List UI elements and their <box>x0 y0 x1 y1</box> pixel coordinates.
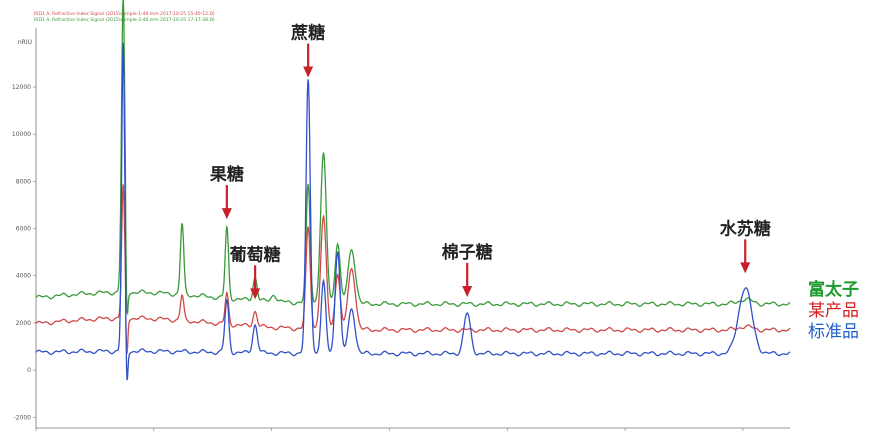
peak-arrow-head <box>221 208 232 220</box>
y-tick-label: 6000 <box>16 226 31 233</box>
traces <box>35 0 791 381</box>
peak-arrow-head <box>462 285 473 297</box>
y-tick-label: 0 <box>27 367 31 374</box>
axes: -2000 0 2000 4000 6000 8000 10000 12000 nRIU <box>12 28 790 431</box>
trace-line <box>35 42 791 381</box>
y-tick-label: -2000 <box>14 414 32 421</box>
y-unit-label: nRIU <box>18 39 32 46</box>
legend-entry: 某产品 <box>808 301 859 321</box>
legend-entry: 标准品 <box>808 322 859 342</box>
peak-label: 棉子糖 <box>442 242 493 263</box>
y-tick-label: 12000 <box>12 84 31 91</box>
trace-line <box>35 0 791 316</box>
legend-entry: 富太子 <box>808 279 859 300</box>
peak-label: 水苏糖 <box>720 218 771 239</box>
y-tick-label: 8000 <box>16 178 31 185</box>
peak-arrow-head <box>303 66 314 78</box>
peak-arrow-head <box>740 262 751 274</box>
peak-label: 果糖 <box>210 164 244 185</box>
peak-label: 蔗糖 <box>290 23 325 44</box>
peak-label: 葡萄糖 <box>229 244 281 265</box>
header-line: RID1 A, Refractive Index Signal (2015\sa… <box>34 11 215 17</box>
trace-line <box>35 184 791 354</box>
peak-arrow-head <box>250 288 261 300</box>
y-tick-label: 10000 <box>12 131 31 138</box>
y-tick-label: 2000 <box>16 320 31 327</box>
y-tick-label: 4000 <box>16 273 31 280</box>
